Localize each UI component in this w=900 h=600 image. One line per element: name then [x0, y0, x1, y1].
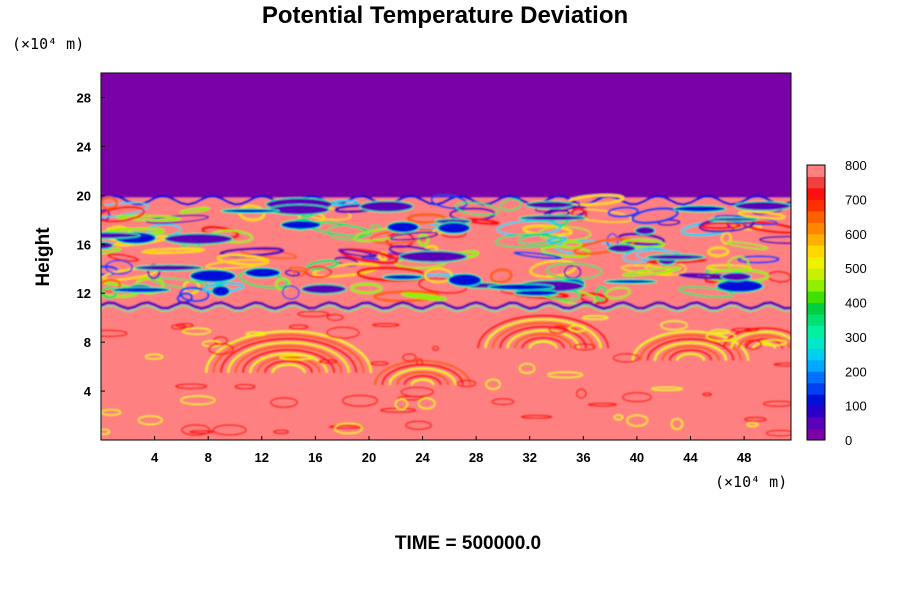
- colorbar-segment: [807, 405, 825, 418]
- colorbar-tick-label: 700: [845, 192, 867, 207]
- x-units-label: (×10⁴ m): [715, 473, 787, 491]
- colorbar-segment: [807, 165, 825, 177]
- colorbar-tick-label: 500: [845, 261, 867, 276]
- colorbar-segment: [807, 417, 825, 430]
- x-tick-label: 4: [151, 450, 159, 465]
- x-tick-label: 40: [630, 450, 644, 465]
- colorbar-frame: [806, 164, 826, 441]
- colorbar-tick-label: 0: [845, 433, 852, 448]
- x-tick-label: 48: [737, 450, 751, 465]
- colorbar-tick-label: 400: [845, 296, 867, 311]
- x-tick-label: 20: [362, 450, 376, 465]
- colorbar-segment: [807, 199, 825, 212]
- y-tick-label: 16: [77, 237, 91, 252]
- colorbar-segment: [807, 371, 825, 384]
- y-units-label: (×10⁴ m): [12, 35, 84, 53]
- y-axis-label: Height: [33, 227, 54, 287]
- colorbar-segment: [807, 176, 825, 189]
- x-tick-label: 12: [255, 450, 269, 465]
- colorbar-segment: [807, 325, 825, 338]
- x-tick-label: 36: [576, 450, 590, 465]
- colorbar-segment: [807, 233, 825, 246]
- colorbar: 0 100 200 300 400 500 600 700 800: [806, 158, 867, 448]
- x-tick-label: 16: [308, 450, 322, 465]
- plot-frame: [100, 72, 792, 441]
- y-tick-label: 4: [84, 384, 92, 399]
- y-axis: 4 8 12 16 20 24 28: [77, 90, 105, 399]
- chart-title: Potential Temperature Deviation: [262, 2, 628, 29]
- y-tick-label: 20: [77, 188, 91, 203]
- colorbar-segment: [807, 313, 825, 326]
- colorbar-segment: [807, 394, 825, 407]
- colorbar-segment: [807, 268, 825, 281]
- colorbar-segment: [807, 359, 825, 372]
- y-tick-label: 8: [84, 335, 91, 350]
- colorbar-tick-label: 800: [845, 158, 867, 173]
- x-tick-label: 44: [683, 450, 698, 465]
- colorbar-segment: [807, 222, 825, 235]
- region-band: [101, 73, 791, 198]
- colorbar-tick-label: 100: [845, 399, 867, 414]
- colorbar-tick-label: 600: [845, 227, 867, 242]
- colorbar-tick-label: 200: [845, 364, 867, 379]
- colorbar-segment: [807, 279, 825, 292]
- time-label: TIME = 500000.0: [395, 533, 541, 554]
- colorbar-segment: [807, 336, 825, 349]
- colorbar-segment: [807, 302, 825, 315]
- y-tick-label: 28: [77, 90, 91, 105]
- x-tick-label: 8: [205, 450, 212, 465]
- colorbar-segment: [807, 382, 825, 395]
- plot-area: [101, 73, 791, 440]
- colorbar-segment: [807, 256, 825, 269]
- x-axis: 4 8 12 16 20 24 28 32 36 40 44 48: [151, 436, 751, 465]
- x-tick-label: 32: [523, 450, 537, 465]
- colorbar-segment: [807, 245, 825, 258]
- x-tick-label: 28: [469, 450, 483, 465]
- colorbar-segment: [807, 210, 825, 223]
- colorbar-segment: [807, 428, 825, 441]
- colorbar-segment: [807, 187, 825, 200]
- x-tick-label: 24: [415, 450, 430, 465]
- colorbar-segment: [807, 291, 825, 303]
- y-tick-label: 12: [77, 286, 91, 301]
- colorbar-tick-label: 300: [845, 330, 867, 345]
- colorbar-segment: [807, 348, 825, 361]
- y-tick-label: 24: [77, 139, 92, 154]
